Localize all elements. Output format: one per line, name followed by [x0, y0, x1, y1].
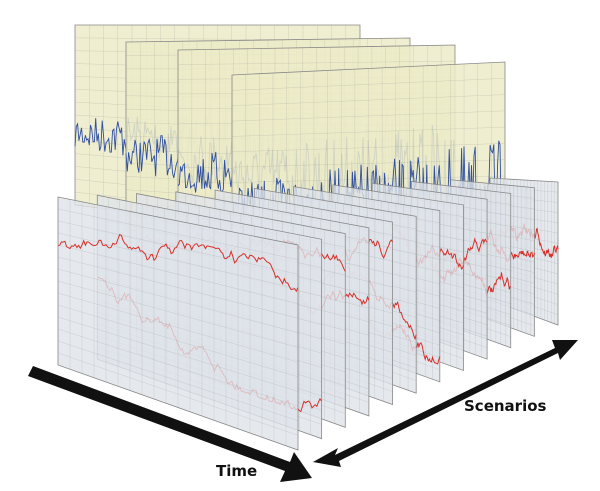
red-series: [57, 233, 299, 293]
time-label: Time: [216, 462, 257, 480]
panel-grid: [57, 256, 299, 319]
panel-grid: [231, 126, 506, 137]
panel-grid: [57, 292, 299, 363]
scenarios-label: Scenarios: [464, 397, 547, 415]
panel-grid: [57, 304, 299, 378]
panel-grid: [231, 94, 506, 106]
panel-grid: [177, 60, 456, 65]
panel-grid: [231, 159, 506, 168]
scenarios-arrow: [313, 340, 578, 467]
front-panels: [57, 177, 559, 451]
panel-grid: [57, 244, 299, 304]
panel-grid: [231, 110, 506, 122]
panel-grid: [57, 316, 299, 392]
panel-grid: [57, 328, 299, 407]
panel-grid: [57, 280, 299, 348]
panel-grid: [57, 220, 299, 275]
panel-grid: [231, 143, 506, 153]
arrows: [28, 340, 578, 482]
panel-grid: [231, 78, 506, 91]
panel-grid: [57, 268, 299, 334]
panel-grid: [57, 340, 299, 421]
panel-grid: [57, 208, 299, 260]
panel: [57, 196, 299, 451]
time-arrow: [28, 366, 312, 482]
panel-grid: [57, 352, 299, 436]
